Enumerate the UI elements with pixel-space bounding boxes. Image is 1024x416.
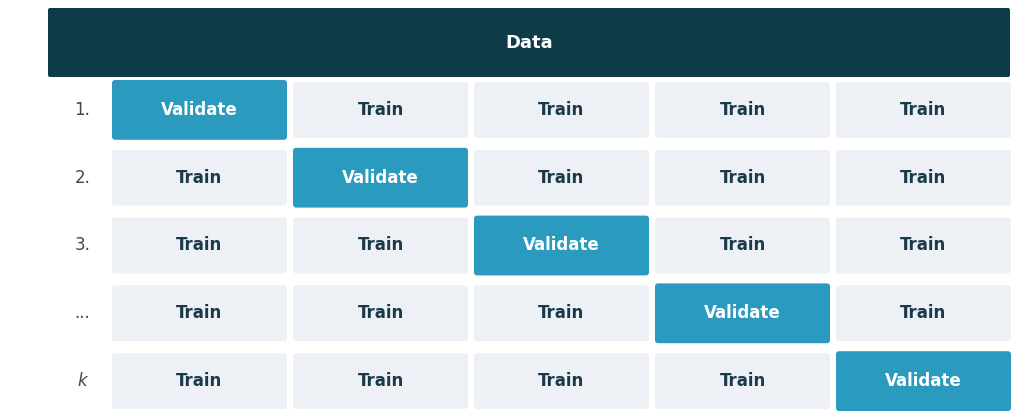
FancyBboxPatch shape <box>836 218 1011 273</box>
FancyBboxPatch shape <box>655 353 830 409</box>
FancyBboxPatch shape <box>293 82 468 138</box>
Text: 3.: 3. <box>75 237 90 255</box>
FancyBboxPatch shape <box>836 82 1011 138</box>
Text: Train: Train <box>720 237 766 255</box>
FancyBboxPatch shape <box>112 285 287 341</box>
Text: Train: Train <box>357 237 403 255</box>
Text: Data: Data <box>505 34 553 52</box>
FancyBboxPatch shape <box>474 150 649 206</box>
Text: Train: Train <box>539 101 585 119</box>
FancyBboxPatch shape <box>836 150 1011 206</box>
FancyBboxPatch shape <box>836 351 1011 411</box>
Text: Validate: Validate <box>705 304 781 322</box>
Text: Train: Train <box>900 237 946 255</box>
FancyBboxPatch shape <box>474 353 649 409</box>
Text: ...: ... <box>75 304 90 322</box>
FancyBboxPatch shape <box>112 80 287 140</box>
Text: k: k <box>78 372 87 390</box>
Text: Train: Train <box>539 372 585 390</box>
Text: Validate: Validate <box>161 101 238 119</box>
Text: Train: Train <box>357 372 403 390</box>
FancyBboxPatch shape <box>293 148 468 208</box>
Text: 2.: 2. <box>75 169 90 187</box>
Text: Train: Train <box>720 101 766 119</box>
Text: Train: Train <box>720 169 766 187</box>
Text: Train: Train <box>176 237 222 255</box>
FancyBboxPatch shape <box>293 353 468 409</box>
Text: Train: Train <box>900 101 946 119</box>
FancyBboxPatch shape <box>474 82 649 138</box>
FancyBboxPatch shape <box>655 283 830 343</box>
FancyBboxPatch shape <box>48 8 1010 77</box>
Text: 1.: 1. <box>75 101 90 119</box>
Text: Train: Train <box>176 169 222 187</box>
FancyBboxPatch shape <box>112 218 287 273</box>
FancyBboxPatch shape <box>655 82 830 138</box>
Text: Train: Train <box>539 169 585 187</box>
Text: Train: Train <box>357 304 403 322</box>
FancyBboxPatch shape <box>655 218 830 273</box>
FancyBboxPatch shape <box>836 285 1011 341</box>
Text: Train: Train <box>539 304 585 322</box>
FancyBboxPatch shape <box>293 285 468 341</box>
Text: Validate: Validate <box>523 237 600 255</box>
FancyBboxPatch shape <box>655 150 830 206</box>
Text: Train: Train <box>176 304 222 322</box>
Text: Train: Train <box>176 372 222 390</box>
FancyBboxPatch shape <box>474 215 649 275</box>
Text: Train: Train <box>900 169 946 187</box>
FancyBboxPatch shape <box>112 353 287 409</box>
FancyBboxPatch shape <box>112 150 287 206</box>
Text: Validate: Validate <box>885 372 962 390</box>
FancyBboxPatch shape <box>474 285 649 341</box>
Text: Train: Train <box>900 304 946 322</box>
Text: Validate: Validate <box>342 169 419 187</box>
Text: Train: Train <box>357 101 403 119</box>
Text: Train: Train <box>720 372 766 390</box>
FancyBboxPatch shape <box>293 218 468 273</box>
